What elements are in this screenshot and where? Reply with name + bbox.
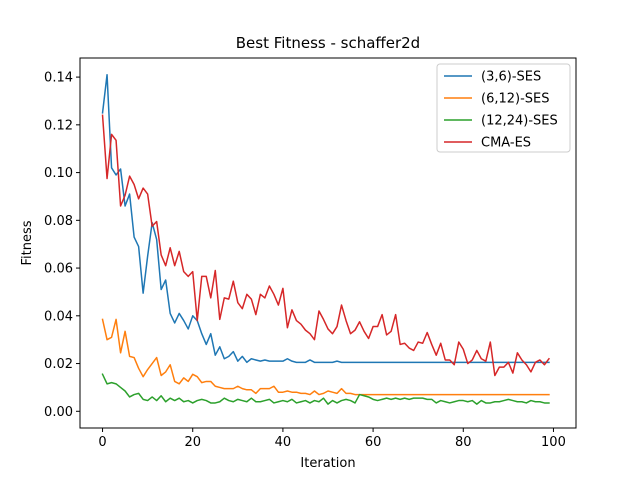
series-line-1 xyxy=(101,73,550,364)
y-axis: 0.00 0.02 0.04 0.06 0.08 0.10 0.12 0.14 xyxy=(44,71,80,420)
y-axis-label: Fitness xyxy=(20,220,35,265)
y-tick-label: 0.04 xyxy=(44,309,73,324)
plot-frame xyxy=(79,57,577,429)
series-layer xyxy=(101,73,551,405)
legend: (3,6)-SES (6,12)-SES (12,24)-SES CMA-ES xyxy=(436,63,571,153)
x-axis-label: Iteration xyxy=(300,456,355,471)
legend-label: (12,24)-SES xyxy=(481,114,558,129)
y-tick-label: 0.14 xyxy=(44,71,73,86)
y-tick-label: 0.00 xyxy=(44,405,73,420)
legend-label: (6,12)-SES xyxy=(481,92,550,107)
y-tick-label: 0.12 xyxy=(44,118,73,133)
legend-label: CMA-ES xyxy=(481,136,531,151)
x-tick-label: 60 xyxy=(365,435,382,450)
y-tick-label: 0.06 xyxy=(44,262,73,277)
legend-box xyxy=(436,63,571,153)
series-line-2 xyxy=(101,318,550,396)
x-tick-label: 40 xyxy=(275,435,292,450)
x-tick-label: 0 xyxy=(98,435,106,450)
y-tick-label: 0.08 xyxy=(44,214,73,229)
series-line-3 xyxy=(101,373,550,405)
x-axis: 0 20 40 60 80 100 xyxy=(98,428,566,450)
legend-label: (3,6)-SES xyxy=(481,70,541,85)
x-tick-label: 80 xyxy=(455,435,472,450)
x-tick-label: 20 xyxy=(184,435,201,450)
y-tick-label: 0.10 xyxy=(44,166,73,181)
chart-title: Best Fitness - schaffer2d xyxy=(236,34,420,52)
y-tick-label: 0.02 xyxy=(44,357,73,372)
series-line-4 xyxy=(101,114,551,377)
x-tick-label: 100 xyxy=(541,435,566,450)
plot-area xyxy=(79,57,577,429)
